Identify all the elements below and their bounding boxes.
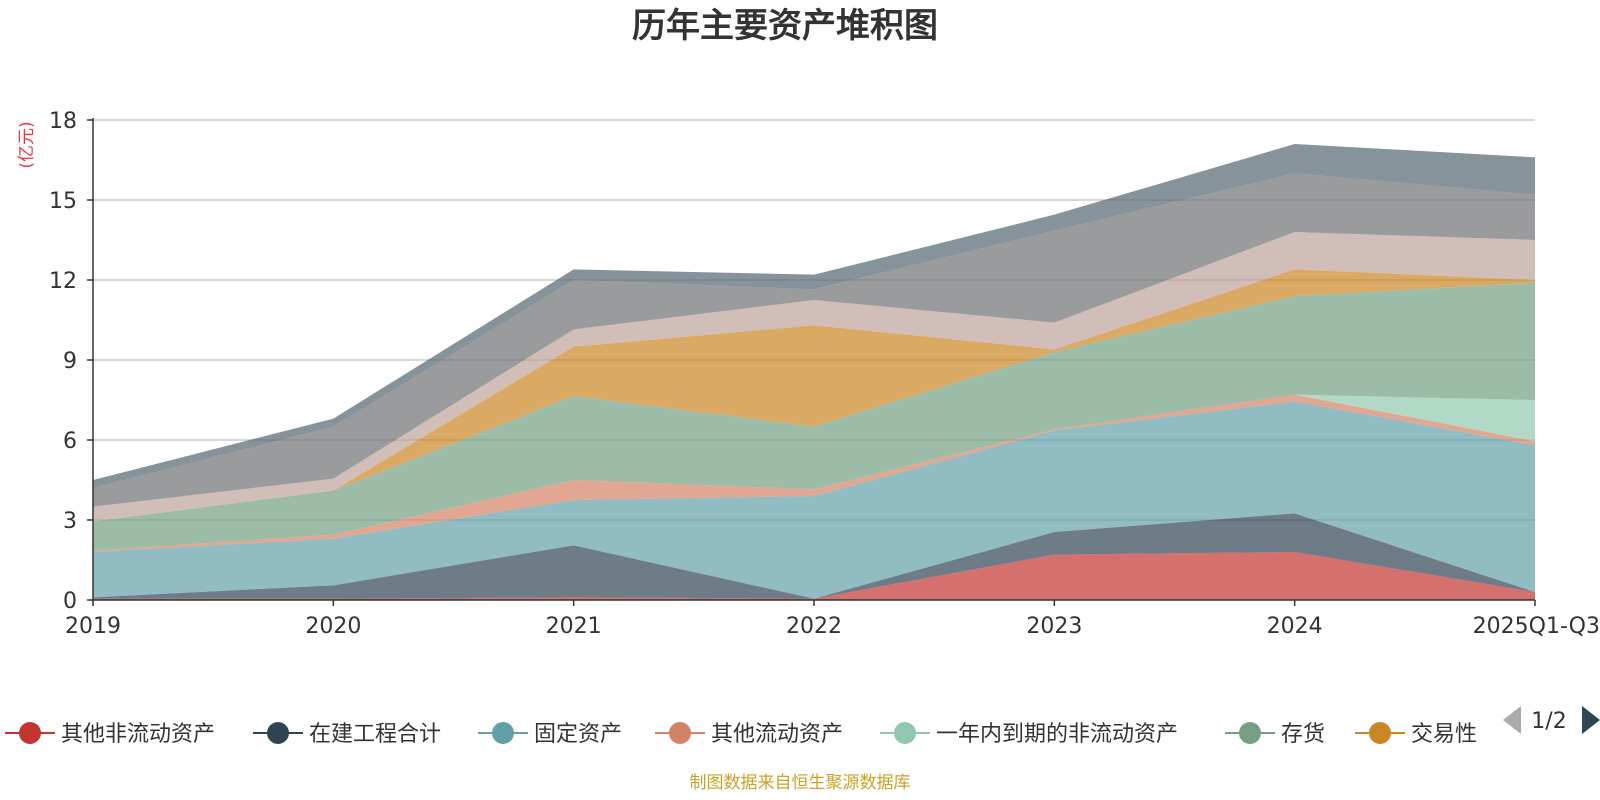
y-tick-label: 0 [63,589,77,614]
y-tick-label: 18 [49,109,77,134]
chart-title: 历年主要资产堆积图 [632,6,938,46]
area-series-8 [93,232,1535,522]
y-tick-label: 3 [63,509,77,534]
legend-marker [267,722,289,744]
x-tick-label: 2020 [305,614,361,639]
legend: 其他非流动资产 在建工程合计 固定资产 其他流动资产 一年内到期的非流动资产 存货 交易性 [5,722,1477,747]
x-tick-label: 2022 [786,614,842,639]
legend-marker [1369,722,1391,744]
legend-label: 其他流动资产 [711,722,843,747]
axes: 0 3 6 9 12 15 18 2019 2020 2021 2022 2023 2024 2025Q1… [49,109,1600,639]
x-tick-label: 2025Q1-Q3 [1473,614,1600,639]
legend-page-indicator: 1/2 [1531,709,1566,734]
data-source-note: 制图数据来自恒生聚源数据库 [690,773,911,793]
y-tick-label: 9 [63,349,77,374]
y-tick-label: 12 [49,269,77,294]
area-series-4 [93,394,1535,552]
x-tick-label: 2024 [1267,614,1323,639]
legend-item[interactable]: 一年内到期的非流动资产 [880,722,1178,747]
legend-marker [669,722,691,744]
area-series-7 [93,269,1535,522]
x-tick-label: 2019 [65,614,121,639]
legend-marker [894,722,916,744]
legend-label: 交易性 [1411,722,1477,747]
area-series-5 [93,394,1535,551]
area-series-1 [93,552,1535,600]
legend-item[interactable]: 存货 [1225,722,1325,747]
legend-pager: 1/2 [1503,706,1600,734]
area-series-2 [93,513,1535,599]
area-series-6 [93,282,1535,551]
legend-prev-icon[interactable] [1503,706,1521,734]
x-tick-label: 2023 [1026,614,1082,639]
legend-label: 其他非流动资产 [61,722,215,747]
legend-next-icon[interactable] [1582,706,1600,734]
x-tick-label: 2021 [546,614,602,639]
legend-item[interactable]: 其他非流动资产 [5,722,215,747]
legend-item[interactable]: 固定资产 [478,722,622,747]
legend-marker [492,722,514,744]
legend-item[interactable]: 其他流动资产 [655,722,843,747]
legend-marker [1239,722,1261,744]
area-series-10 [93,144,1535,488]
area-series-3 [93,401,1535,599]
legend-item[interactable]: 在建工程合计 [253,722,441,747]
legend-label: 一年内到期的非流动资产 [936,722,1178,747]
y-axis-unit: (亿元) [17,121,37,168]
legend-marker [19,722,41,744]
y-tick-label: 15 [49,189,77,214]
y-tick-label: 6 [63,429,77,454]
legend-label: 固定资产 [534,722,622,747]
legend-label: 存货 [1281,722,1325,747]
area-series-9 [93,173,1535,507]
legend-item[interactable]: 交易性 [1355,722,1477,747]
legend-label: 在建工程合计 [309,722,441,747]
stacked-areas [93,144,1535,600]
